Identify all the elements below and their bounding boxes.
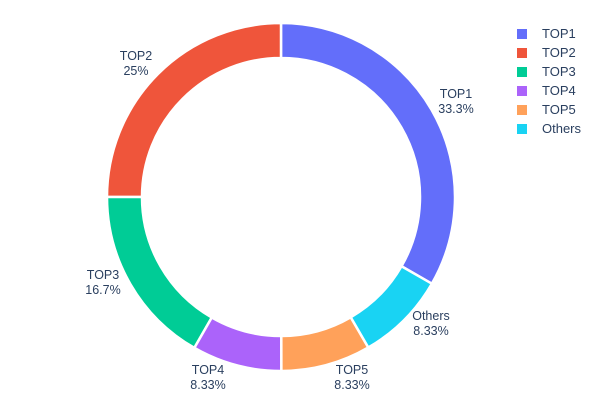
legend-label-others: Others — [542, 121, 582, 136]
slice-label-others: Others — [412, 309, 450, 323]
slice-percent-top3: 16.7% — [85, 283, 120, 297]
legend-item-top2[interactable]: TOP2 — [517, 43, 581, 62]
legend-swatch-others — [517, 123, 527, 134]
slice-label-top4: TOP4 — [192, 363, 224, 377]
slice-percent-top5: 8.33% — [334, 378, 369, 392]
pie-slice-top1[interactable] — [279, 21, 457, 285]
legend-label-top4: TOP4 — [542, 83, 576, 98]
legend-swatch-top4 — [517, 85, 527, 96]
slice-label-top3: TOP3 — [87, 268, 119, 282]
legend-label-top3: TOP3 — [542, 64, 576, 79]
slice-percent-top4: 8.33% — [190, 378, 225, 392]
legend-item-others[interactable]: Others — [517, 119, 581, 138]
legend-item-top4[interactable]: TOP4 — [517, 81, 581, 100]
slice-label-top2: TOP2 — [120, 49, 152, 63]
pie-slice-top5[interactable] — [280, 315, 370, 373]
legend-item-top1[interactable]: TOP1 — [517, 24, 581, 43]
legend-swatch-top1 — [517, 28, 527, 39]
slice-percent-others: 8.33% — [413, 324, 448, 338]
legend-label-top1: TOP1 — [542, 26, 576, 41]
legend: TOP1 TOP2 TOP3 TOP4 TOP5 Others — [517, 24, 581, 138]
slice-label-top1: TOP1 — [440, 87, 472, 101]
legend-swatch-top3 — [517, 66, 527, 77]
slice-percent-top2: 25% — [123, 64, 148, 78]
slice-label-top5: TOP5 — [336, 363, 368, 377]
pie-slice-top3[interactable] — [105, 195, 214, 350]
slice-percent-top1: 33.3% — [438, 102, 473, 116]
legend-swatch-top2 — [517, 47, 527, 58]
legend-label-top2: TOP2 — [542, 45, 576, 60]
pie-slice-top2[interactable] — [105, 21, 283, 199]
legend-label-top5: TOP5 — [542, 102, 576, 117]
legend-item-top3[interactable]: TOP3 — [517, 62, 581, 81]
pie-slice-others[interactable] — [349, 265, 434, 349]
pie-slice-top4[interactable] — [193, 316, 283, 373]
legend-item-top5[interactable]: TOP5 — [517, 100, 581, 119]
legend-swatch-top5 — [517, 104, 527, 115]
